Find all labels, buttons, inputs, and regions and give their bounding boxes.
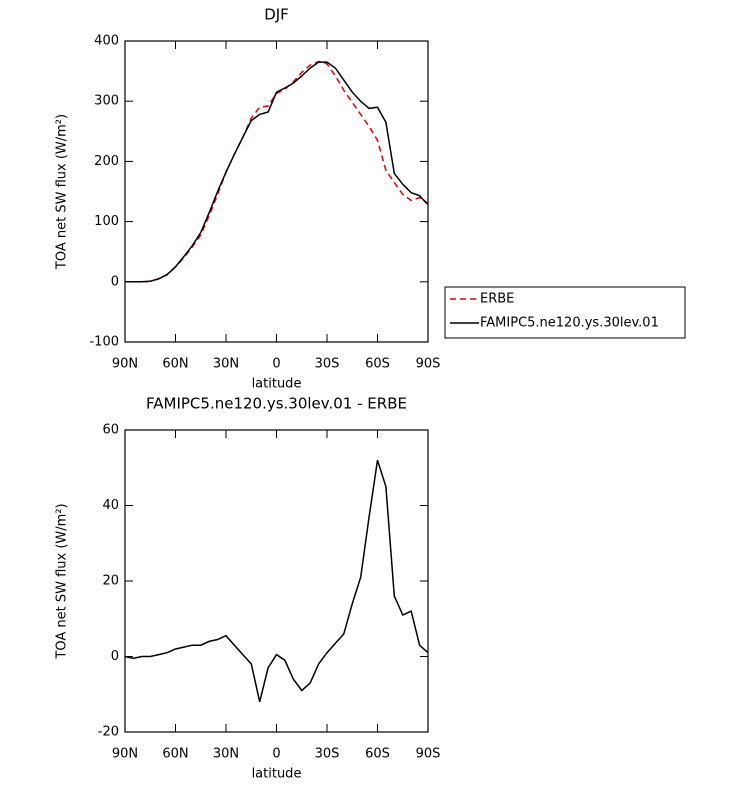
x-tick-label: 30N xyxy=(213,357,239,372)
legend-label: FAMIPC5.ne120.ys.30lev.01 xyxy=(480,316,659,331)
y-tick-label: -20 xyxy=(98,725,119,740)
y-tick-label: 300 xyxy=(94,94,119,109)
y-tick-label: 200 xyxy=(94,154,119,169)
x-axis-label: latitude xyxy=(252,767,302,782)
y-tick-label: 0 xyxy=(111,649,119,664)
x-tick-label: 90S xyxy=(416,357,441,372)
y-axis-label: TOA net SW flux (W/m²) xyxy=(55,503,70,659)
data-line xyxy=(125,61,429,283)
y-tick-label: 0 xyxy=(111,274,119,289)
x-tick-label: 30S xyxy=(315,357,340,372)
y-tick-label: 20 xyxy=(102,574,119,589)
x-tick-label: 60S xyxy=(365,357,390,372)
data-line xyxy=(125,60,429,283)
x-tick-label: 30S xyxy=(315,747,340,762)
plot-frame xyxy=(124,40,429,343)
legend-label: ERBE xyxy=(480,292,514,307)
y-tick-label: 60 xyxy=(102,423,119,438)
x-axis-label: latitude xyxy=(252,377,302,392)
x-tick-label: 90N xyxy=(112,747,138,762)
y-axis-label: TOA net SW flux (W/m²) xyxy=(55,114,70,270)
chart-title: DJF xyxy=(264,6,289,24)
legend-box xyxy=(444,286,686,339)
y-tick-label: 40 xyxy=(102,498,119,513)
x-tick-label: 90N xyxy=(112,357,138,372)
x-tick-label: 60N xyxy=(162,357,188,372)
x-tick-label: 30N xyxy=(213,747,239,762)
y-tick-label: 100 xyxy=(94,214,119,229)
x-tick-label: 0 xyxy=(272,747,280,762)
x-tick-label: 60S xyxy=(365,747,390,762)
chart-title: FAMIPC5.ne120.ys.30lev.01 - ERBE xyxy=(146,395,407,413)
x-tick-label: 60N xyxy=(162,747,188,762)
x-tick-label: 0 xyxy=(272,357,280,372)
data-line xyxy=(124,459,429,702)
y-tick-label: 400 xyxy=(94,34,119,49)
y-tick-label: -100 xyxy=(89,335,119,350)
x-tick-label: 90S xyxy=(416,747,441,762)
